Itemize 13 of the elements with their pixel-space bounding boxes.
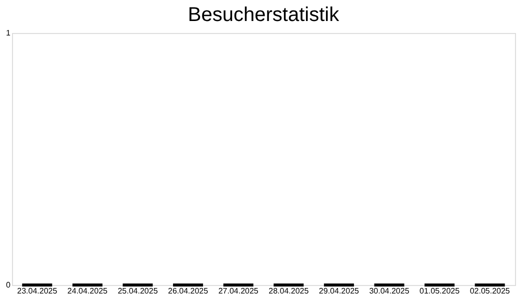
x-tick-label: 27.04.2025 <box>218 286 259 296</box>
x-tick-label: 01.05.2025 <box>420 286 460 296</box>
x-tick-label: 25.04.2025 <box>118 286 158 296</box>
x-tick-label: 24.04.2025 <box>67 286 108 296</box>
x-tick-label: 30.04.2025 <box>369 286 410 296</box>
x-tick-label: 28.04.2025 <box>268 286 310 296</box>
x-tick-label: 26.04.2025 <box>168 286 209 296</box>
y-tick-label: 0 <box>6 280 12 290</box>
x-tick-label: 29.04.2025 <box>318 286 360 296</box>
y-tick-label: 1 <box>6 28 12 38</box>
chart-title: Besucherstatistik <box>188 4 340 26</box>
x-tick-label: 23.04.2025 <box>17 286 58 296</box>
x-tick-label: 02.05.2025 <box>470 286 510 296</box>
